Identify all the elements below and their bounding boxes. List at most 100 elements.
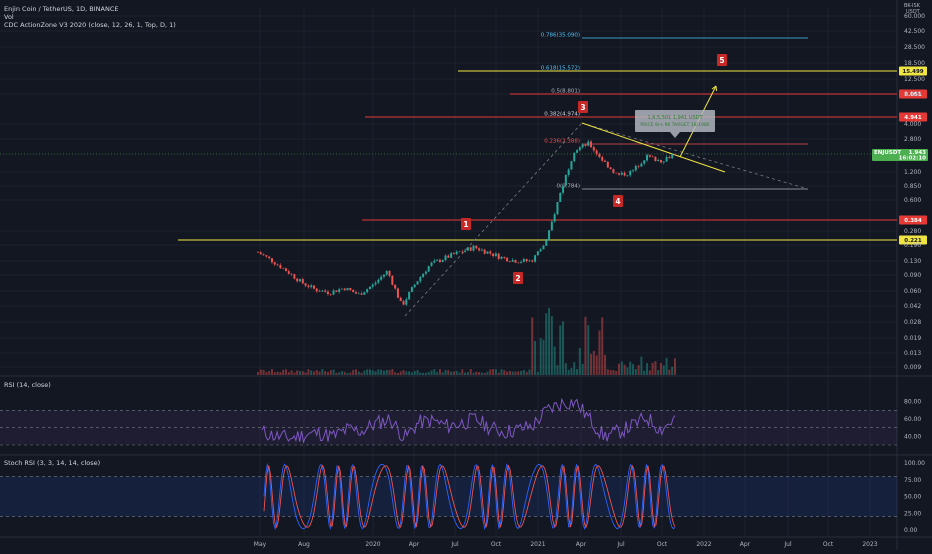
- price-scale-label: 0.009: [904, 364, 921, 371]
- candle-body: [475, 245, 478, 249]
- fib-level-label: 0.618(15.572): [541, 66, 580, 72]
- candle-body: [662, 161, 665, 163]
- candle-body: [349, 287, 352, 291]
- elliott-wave-labels[interactable]: 1 2 3 4 5: [461, 54, 727, 284]
- candle-body: [618, 173, 621, 175]
- candle-body: [559, 192, 562, 202]
- candle-body: [270, 258, 273, 263]
- volume-bar: [388, 370, 391, 375]
- price-scale-label: 0.060: [904, 288, 921, 295]
- fib-level-label: 0.382(4.974): [544, 112, 580, 118]
- candle-body: [315, 288, 318, 292]
- volume-bar: [444, 370, 447, 375]
- candle-body: [595, 150, 598, 154]
- stoch-rsi-pane[interactable]: 100.00 75.00 50.00 25.00 0.00: [0, 460, 925, 534]
- candle-body: [564, 174, 567, 186]
- price-scale-label: 8.000: [904, 91, 921, 98]
- volume-bar: [522, 370, 525, 375]
- volume-bar: [413, 370, 416, 375]
- candle-body: [525, 259, 528, 262]
- volume-bar: [436, 372, 439, 375]
- candle-body: [570, 161, 573, 170]
- candle-body: [312, 285, 315, 289]
- price-scale-label: 0.600: [904, 197, 921, 204]
- candle-body: [455, 251, 458, 255]
- volume-bar: [293, 372, 296, 375]
- price-scale-label: 0.042: [904, 303, 921, 310]
- volume-bar: [598, 330, 601, 375]
- volume-bar: [298, 371, 301, 375]
- candle-body: [601, 157, 604, 161]
- volume-bar: [629, 361, 632, 375]
- price-scale-label: 0.280: [904, 228, 921, 235]
- volume-bar: [492, 369, 495, 375]
- volume-bar: [279, 372, 282, 375]
- volume-bar: [500, 369, 503, 375]
- volume-bar: [562, 321, 565, 375]
- candle-body: [542, 245, 545, 250]
- stoch-tick-label: 25.00: [904, 510, 921, 517]
- candle-body: [489, 251, 492, 254]
- candle-body: [528, 260, 531, 262]
- candle-body: [612, 169, 615, 173]
- candle-body: [430, 262, 433, 267]
- time-scale-label: Apr: [576, 541, 587, 548]
- fib-level-label: 0.236(2.388): [544, 139, 580, 145]
- volume-bar: [410, 372, 413, 375]
- candle-body: [296, 278, 299, 282]
- fib-level-label: 0(0.784): [556, 184, 580, 190]
- volume-bar: [651, 362, 654, 375]
- time-scale-label: 2020: [365, 541, 380, 548]
- candle-body: [444, 255, 447, 261]
- volume-bar: [287, 372, 290, 375]
- volume-bar: [458, 372, 461, 375]
- volume-bar: [508, 370, 511, 375]
- candle-body: [637, 165, 640, 167]
- candle-body: [578, 147, 581, 151]
- volume-bar: [587, 325, 590, 375]
- volume-bar: [354, 369, 357, 375]
- volume-bar: [312, 371, 315, 375]
- volume-bar: [528, 369, 531, 375]
- candle-body: [262, 254, 265, 256]
- price-tag-bg: [899, 112, 927, 122]
- volume-bar: [623, 364, 626, 375]
- rsi-pane[interactable]: 80.00 60.00 40.00: [0, 397, 921, 446]
- current-price-symbol: ENJUSDT: [874, 150, 901, 156]
- volume-bar: [517, 371, 520, 375]
- candle-body: [598, 153, 601, 158]
- stoch-k-line: [263, 462, 676, 531]
- volume-bar: [408, 371, 411, 375]
- volume-bar: [268, 371, 271, 375]
- candle-body: [665, 156, 668, 162]
- volume-bar: [584, 316, 587, 375]
- volume-bar: [657, 369, 660, 375]
- volume-bar: [419, 372, 422, 375]
- candle-body: [497, 253, 500, 259]
- volume-bar: [391, 369, 394, 375]
- candle-body: [346, 287, 349, 291]
- candle-body: [562, 185, 565, 193]
- time-scale-label: Apr: [409, 541, 420, 548]
- volume-bar: [259, 369, 262, 375]
- time-scale-label: Jul: [783, 541, 792, 548]
- time-scale-label: Apr: [740, 541, 751, 548]
- horizontal-levels[interactable]: 15.499 8.051 4.941 0.384 0.221 ENJUSDT 1.94316…: [0, 66, 928, 245]
- volume-bars: [257, 308, 676, 375]
- candle-body: [424, 271, 427, 274]
- volume-bar: [494, 369, 497, 375]
- price-tag-bg: [899, 235, 927, 245]
- volume-bar: [632, 364, 635, 375]
- candle-body: [674, 154, 676, 155]
- volume-bar: [265, 372, 268, 375]
- volume-bar: [405, 371, 408, 375]
- candle-body: [450, 253, 453, 258]
- candle-body: [492, 253, 495, 256]
- price-scale[interactable]: 60.000 42.500 28.500 18.500 12.500 8.000 4.000…: [904, 13, 925, 371]
- time-scale[interactable]: May Aug 2020 Apr Jul Oct 2021 Apr Jul Oct 2022 Apr J…: [254, 541, 878, 548]
- candle-body: [284, 268, 287, 272]
- volume-bar: [301, 371, 304, 375]
